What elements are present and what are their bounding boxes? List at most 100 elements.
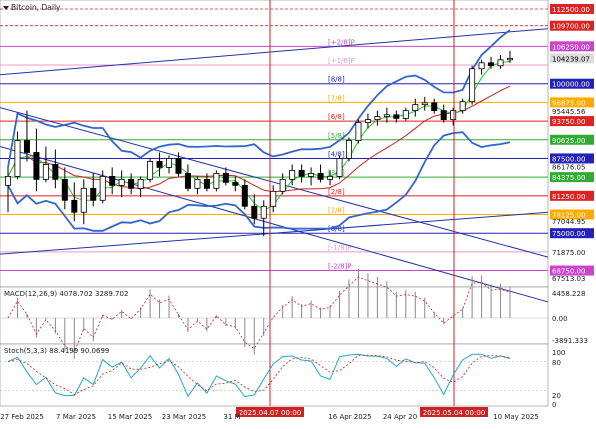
price-tag xyxy=(550,134,594,145)
macd-label: MACD(12,26,9) 4078.702 3289.702 xyxy=(4,290,128,298)
stoch-label: Stoch(5,3,3) 88.4199 90.0699 xyxy=(4,347,109,355)
price-tag xyxy=(550,190,594,201)
candle-body xyxy=(232,181,239,186)
symbol-label: Bitcoin, Daily xyxy=(11,3,61,12)
candle-body xyxy=(336,158,343,177)
price-tag xyxy=(550,172,594,183)
candle-body xyxy=(61,178,68,201)
murrey-label: [-2/8]P xyxy=(328,263,351,271)
murrey-label: [8/8] xyxy=(328,76,345,84)
candle-body xyxy=(52,164,59,180)
resistance-tag-label: 112500.00 xyxy=(552,6,590,14)
macd-scale-label: -3891.333 xyxy=(552,337,588,345)
macd-scale-label: 0.00 xyxy=(552,315,568,323)
candle-body xyxy=(345,140,352,159)
macd-panel xyxy=(0,286,549,345)
x-tick-label: 10 May 2025 xyxy=(493,413,539,421)
candle-body xyxy=(478,62,485,70)
time-marker-tag xyxy=(420,407,488,417)
descending-trendline xyxy=(0,107,549,258)
candle-body xyxy=(213,172,220,189)
candle-body xyxy=(279,178,286,192)
candle-body xyxy=(383,114,390,117)
candle-body xyxy=(488,62,495,67)
price-scale-label: 86176.05 xyxy=(552,163,585,171)
stoch-scale-label: 80 xyxy=(552,359,561,367)
price-scale-label: 95445.56 xyxy=(552,108,586,116)
candle-body xyxy=(128,178,135,189)
candle-body xyxy=(270,190,277,207)
candle-body xyxy=(118,178,125,186)
current-price-tag xyxy=(550,53,594,64)
time-marker-label: 2025.04.07 00:00 xyxy=(239,409,301,417)
x-tick-label: 24 Apr 20 xyxy=(383,413,417,421)
candle-body xyxy=(222,172,229,183)
candle-body xyxy=(364,119,371,123)
resistance-tag-label: 109700.00 xyxy=(552,23,590,31)
candle-body xyxy=(156,161,163,168)
x-tick-label: 16 Apr 2025 xyxy=(328,413,371,421)
candle-body xyxy=(260,205,267,219)
x-tick-label: 15 Mar 2025 xyxy=(108,413,152,421)
candle-body xyxy=(33,152,40,180)
candle-body xyxy=(241,184,248,207)
stoch-scale-label: 0 xyxy=(552,401,556,409)
candle-body xyxy=(203,178,210,189)
candle-body xyxy=(469,68,476,103)
price-scale-label: 77044.95 xyxy=(552,218,585,226)
candle-body xyxy=(42,164,49,180)
murrey-label: [7/8] xyxy=(328,94,345,102)
candle-body xyxy=(251,205,258,219)
murrey-label: [+1/8]P xyxy=(328,57,355,65)
price-tag xyxy=(550,209,594,220)
price-tag-label: 75000.00 xyxy=(552,230,585,238)
stoch-scale-label: 20 xyxy=(552,392,561,400)
candle-body xyxy=(317,172,324,180)
candle-body xyxy=(71,199,78,213)
candle-body xyxy=(506,57,514,61)
price-tag-label: 100000.00 xyxy=(552,81,590,89)
murrey-label: [4/8] xyxy=(328,150,345,158)
candle-body xyxy=(412,104,419,112)
stoch-panel xyxy=(0,343,549,407)
price-tag-label: 84375.00 xyxy=(552,174,585,182)
price-tag-label: 93750.00 xyxy=(552,118,585,126)
price-tag xyxy=(550,97,594,108)
price-tag-label: 96875.00 xyxy=(552,99,585,107)
candle-body xyxy=(421,102,428,106)
x-tick-label: 7 Mar 2025 xyxy=(56,413,96,421)
candle-body xyxy=(80,187,87,213)
murrey-label: [2/8] xyxy=(328,188,345,196)
bollinger-lower xyxy=(7,131,511,232)
resistance-tag xyxy=(550,20,594,31)
candle-body xyxy=(194,178,201,189)
candle-body xyxy=(327,175,334,180)
murrey-label: [5/8] xyxy=(328,132,345,140)
price-tag xyxy=(550,265,594,276)
candle-body xyxy=(147,161,154,180)
price-tag-label: 90625.00 xyxy=(552,137,585,145)
candle-body xyxy=(175,158,182,174)
candle-body xyxy=(374,116,381,120)
stoch-scale-label: 100 xyxy=(552,349,565,357)
candle-body xyxy=(393,114,400,119)
price-tag-label: 68750.00 xyxy=(552,268,585,276)
price-tag-label: 78125.00 xyxy=(552,212,585,220)
candle-body xyxy=(90,187,97,201)
x-tick-label: 31 M xyxy=(223,413,240,421)
candle-body xyxy=(308,172,315,177)
candle-body xyxy=(99,175,106,201)
price-tag xyxy=(550,153,594,164)
candle-body xyxy=(459,101,466,112)
candle-body xyxy=(14,140,21,177)
price-scale-label: 71875.00 xyxy=(552,249,585,257)
current-price-label: 104239.07 xyxy=(552,55,590,63)
candle-body xyxy=(184,172,191,189)
x-tick-label: 23 Mar 2025 xyxy=(162,413,206,421)
price-tag-label: 81250.00 xyxy=(552,193,585,201)
price-tag xyxy=(550,78,594,89)
candle-body xyxy=(497,59,504,67)
candle-body xyxy=(109,175,116,186)
